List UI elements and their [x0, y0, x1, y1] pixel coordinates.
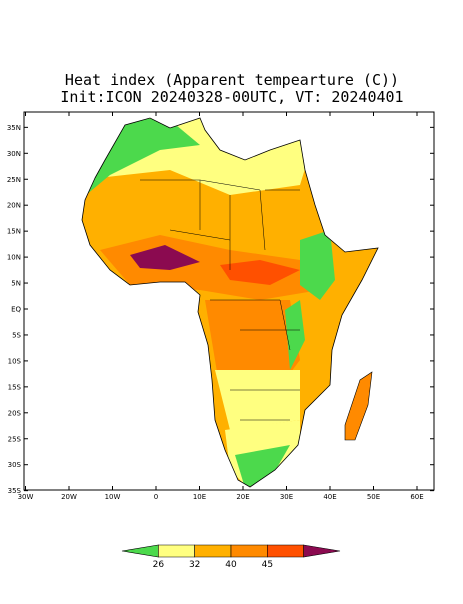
lat-label: 5S [12, 331, 21, 339]
lat-label: 20N [7, 202, 21, 210]
lon-label: 30W [18, 493, 34, 501]
lat-label: 35S [8, 487, 22, 495]
lon-label: 20E [236, 493, 249, 501]
lat-label: 20S [8, 409, 22, 417]
colorbar-segment [194, 544, 232, 558]
lat-label: 15N [7, 228, 21, 236]
map-area [81, 117, 379, 488]
lat-label: EQ [11, 306, 21, 314]
lon-label: 30E [280, 493, 293, 501]
map-frame [23, 111, 435, 491]
lat-label: 30S [8, 461, 22, 469]
colorbar-segment [267, 544, 304, 558]
lon-label: 10E [193, 493, 206, 501]
lon-label: 60E [410, 493, 423, 501]
colorbar-label: 45 [262, 560, 273, 570]
title: Heat index (Apparent tempearture (C)) [65, 71, 399, 89]
colorbar-segment [303, 544, 341, 558]
lat-label: 25S [8, 435, 22, 443]
lat-label: 10N [7, 254, 21, 262]
lon-label: 50E [367, 493, 380, 501]
lon-label: 0 [154, 493, 158, 501]
lat-label: 10S [8, 357, 22, 365]
subtitle: Init:ICON 20240328-00UTC, VT: 20240401 [60, 88, 403, 106]
colorbar-label: 40 [225, 560, 237, 570]
lat-label: 5N [11, 280, 21, 288]
lat-label: 25N [7, 176, 21, 184]
colorbar-segment [158, 544, 195, 558]
colorbar-label: 32 [189, 560, 200, 570]
lon-label: 40E [323, 493, 336, 501]
colorbar-segment [230, 544, 268, 558]
colorbar-segment [121, 544, 159, 558]
lat-label: 35N [7, 124, 21, 132]
lat-label: 15S [8, 383, 22, 391]
lon-label: 10W [105, 493, 121, 501]
lat-label: 30N [7, 150, 21, 158]
lon-label: 20W [61, 493, 77, 501]
colorbar-label: 26 [153, 560, 165, 570]
